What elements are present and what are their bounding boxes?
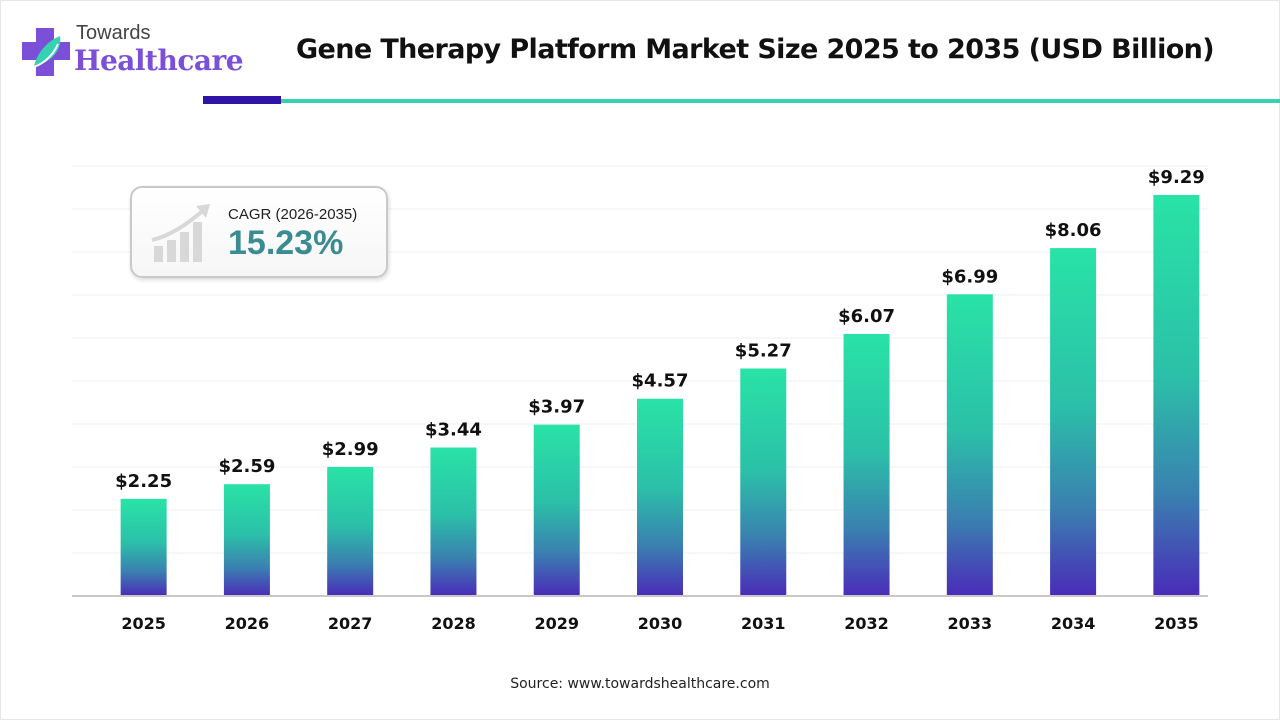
x-tick-labels: 2025 2026 2027 2028 2029 2030 2031 2032 2033 2034… [121, 614, 1198, 633]
value-labels: $2.25 $2.59 $2.99 $3.44 $3.97 $4.57 $5.27 $6.07… [115, 167, 1205, 492]
cagr-callout: CAGR (2026-2035) 15.23% [130, 186, 388, 278]
bar-2032 [843, 333, 890, 596]
x-tick-2032: 2032 [844, 614, 889, 633]
bar-2029 [533, 424, 580, 596]
value-label-2031: $5.27 [735, 341, 792, 362]
bar-2034 [1050, 248, 1097, 596]
logo-healthcare-text: Healthcare [74, 44, 244, 77]
x-tick-2035: 2035 [1154, 614, 1199, 633]
value-label-2035: $9.29 [1148, 167, 1205, 188]
cagr-value: 15.23% [228, 224, 344, 262]
towards-healthcare-logo: Towards Healthcare [20, 22, 260, 82]
bar-2026 [223, 484, 270, 596]
value-label-2034: $8.06 [1045, 220, 1102, 241]
x-tick-2031: 2031 [741, 614, 786, 633]
growth-chart-icon [151, 204, 210, 262]
value-label-2032: $6.07 [838, 306, 895, 327]
x-tick-2027: 2027 [328, 614, 373, 633]
x-tick-2033: 2033 [948, 614, 993, 633]
cagr-label: CAGR (2026-2035) [228, 206, 358, 223]
x-tick-2028: 2028 [431, 614, 476, 633]
bar-2027 [327, 466, 374, 596]
x-tick-2029: 2029 [534, 614, 579, 633]
medical-cross-leaf-icon [22, 28, 70, 76]
x-tick-2026: 2026 [225, 614, 270, 633]
value-label-2030: $4.57 [632, 371, 689, 392]
bar-2035 [1153, 195, 1200, 596]
value-label-2027: $2.99 [322, 439, 379, 460]
value-label-2029: $3.97 [528, 397, 585, 418]
bar-2031 [740, 368, 787, 596]
bar-2025 [120, 498, 167, 596]
bars [120, 195, 1200, 596]
chart-title: Gene Therapy Platform Market Size 2025 t… [295, 34, 1215, 65]
bar-2030 [637, 398, 683, 596]
bar-2028 [430, 447, 477, 596]
source-note: Source: www.towardshealthcare.com [510, 676, 770, 692]
value-label-2025: $2.25 [115, 471, 172, 492]
logo-towards-text: Towards [76, 22, 151, 44]
x-tick-2034: 2034 [1051, 614, 1096, 633]
x-tick-2030: 2030 [638, 614, 683, 633]
value-label-2033: $6.99 [941, 266, 998, 287]
x-tick-2025: 2025 [121, 614, 166, 633]
value-label-2026: $2.59 [218, 456, 275, 477]
value-label-2028: $3.44 [425, 420, 482, 441]
bar-2033 [946, 294, 993, 596]
title-underline-accent [203, 96, 281, 104]
title-underline [281, 99, 1280, 103]
